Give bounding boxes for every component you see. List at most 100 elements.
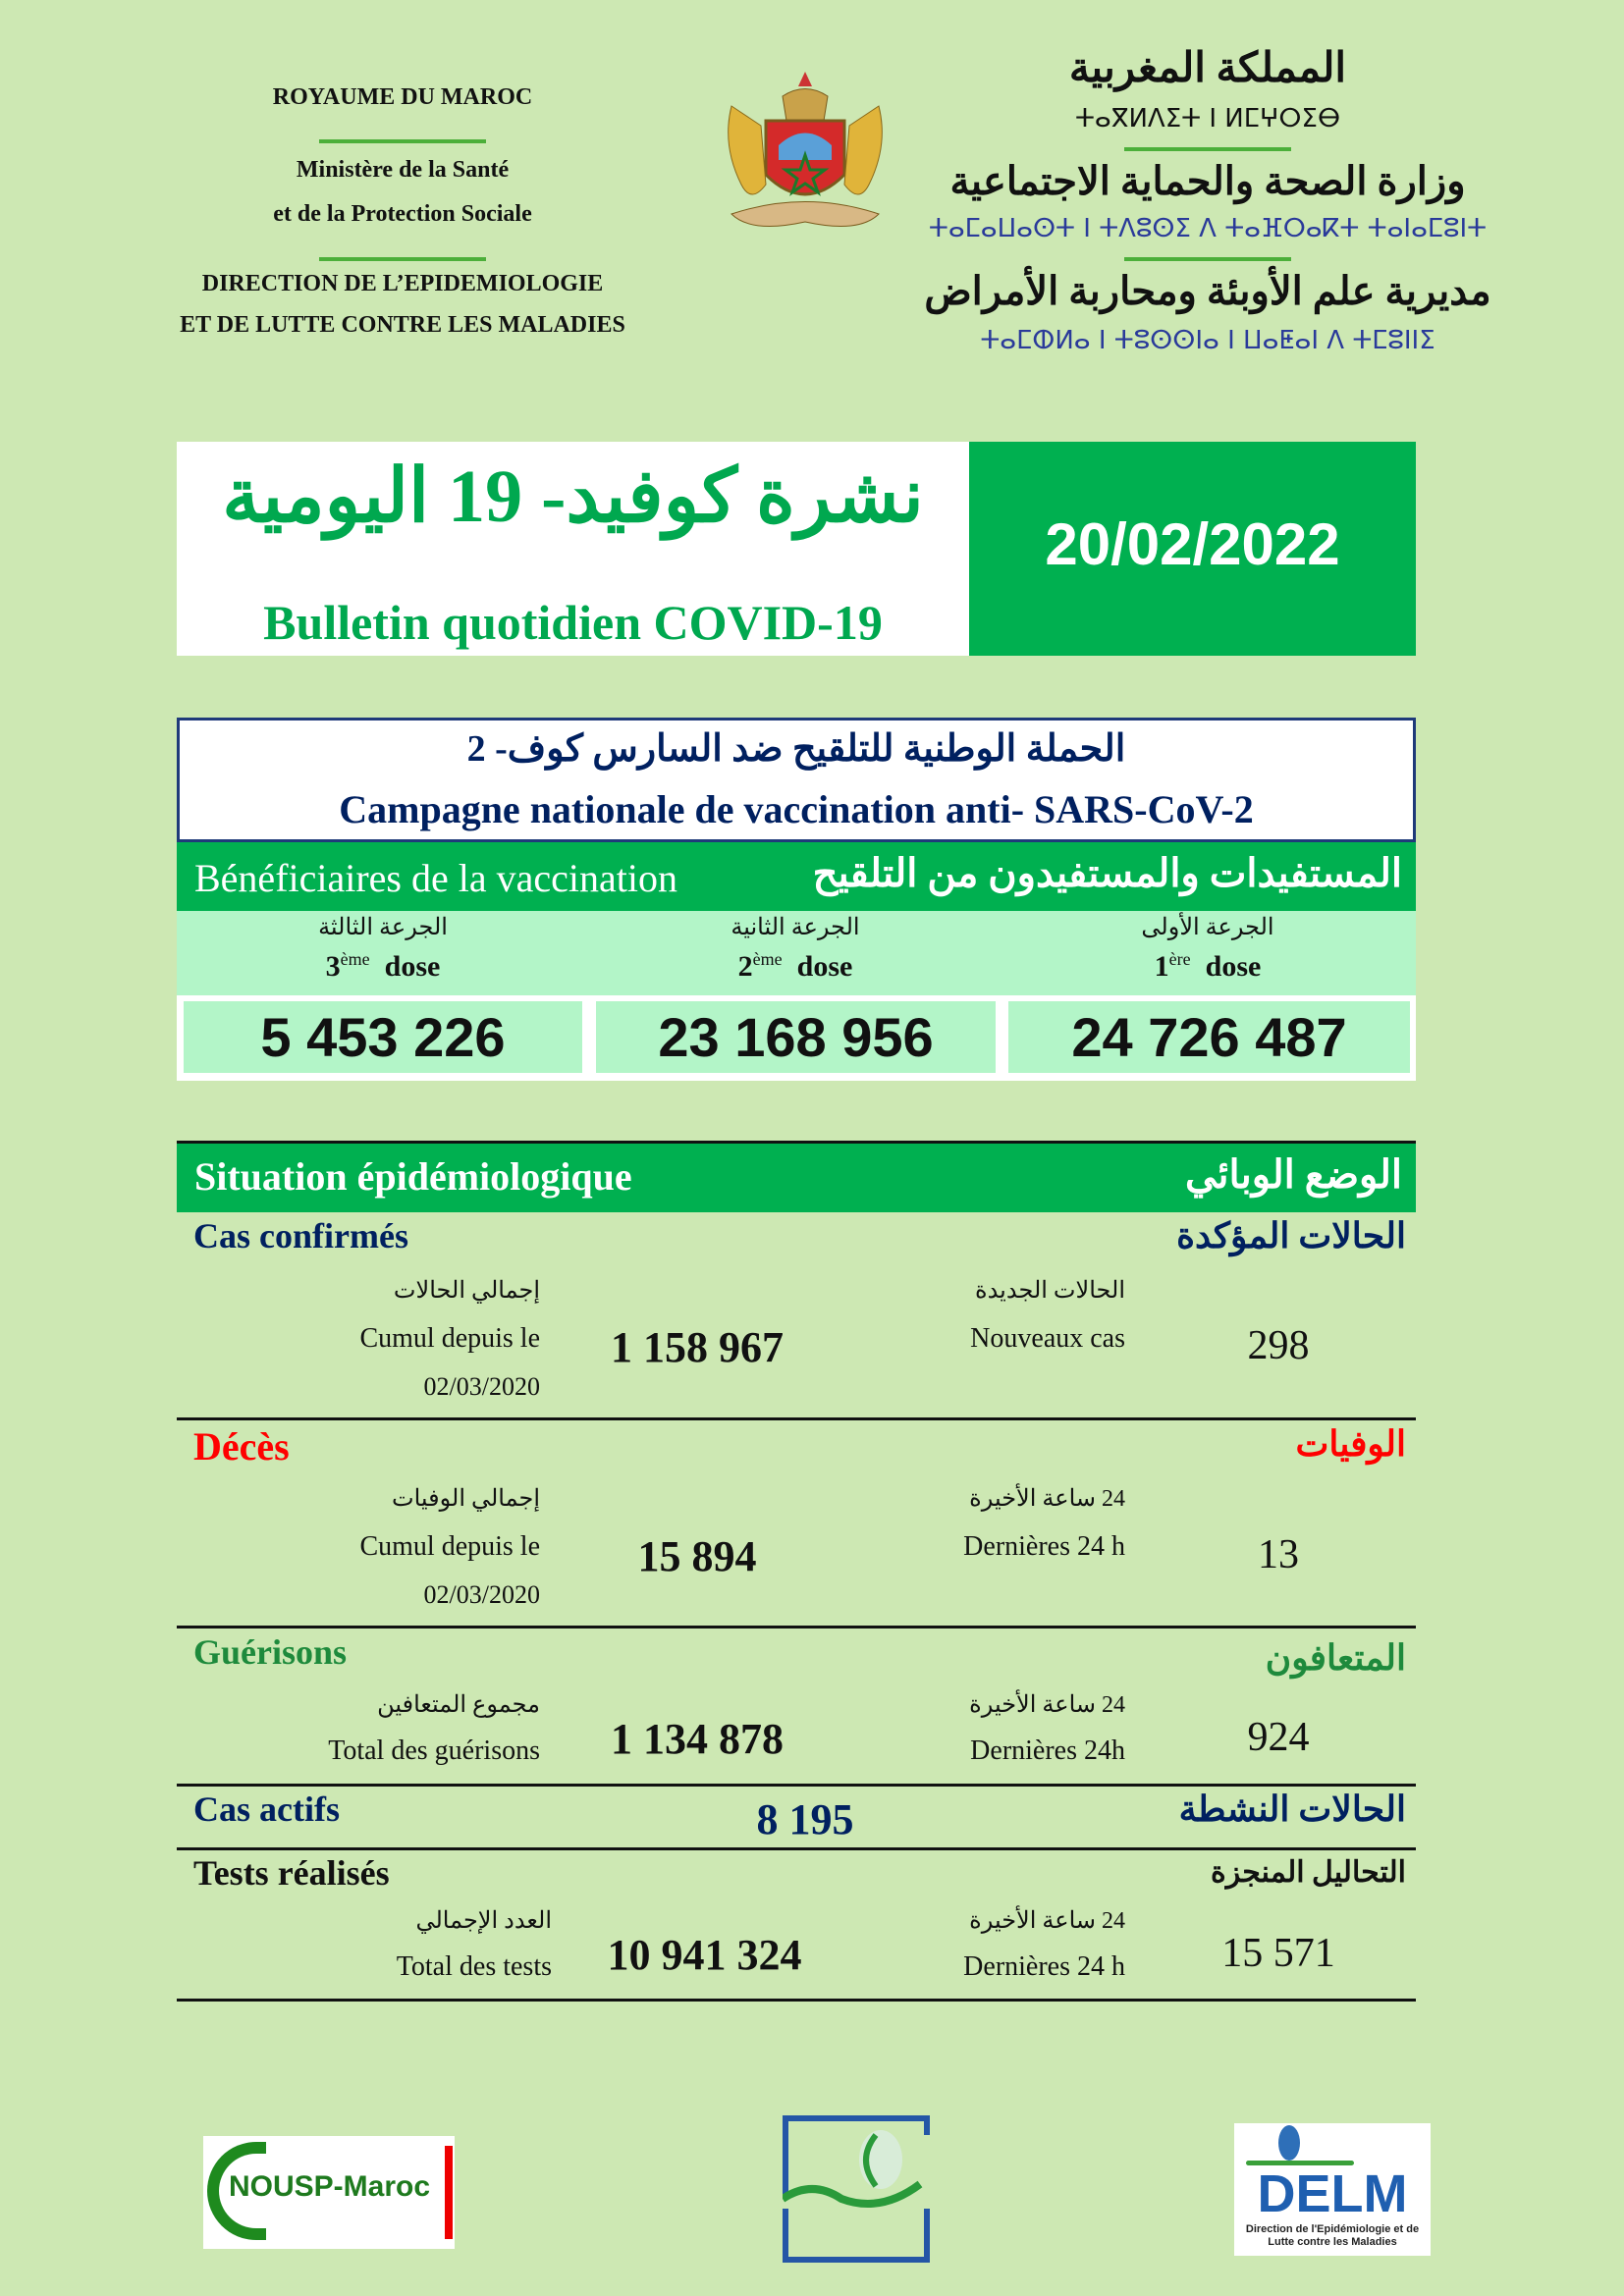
dose-2-fr: 2ème dose [589,949,1001,984]
recovered-total-ar: مجموع المتعافين [377,1692,540,1718]
deaths-total-label: Cumul depuis le [359,1531,540,1562]
confirmed-total-value: 1 158 967 [611,1323,784,1371]
dose-word: dose [1205,950,1262,983]
divider [177,1847,1416,1850]
confirmed-title-ar: الحالات المؤكدة [1176,1216,1406,1255]
dose-1-ar: الجرعة الأولى [1141,915,1274,940]
active-value: 8 195 [756,1795,854,1843]
dose-3-fr: 3ème dose [177,949,589,984]
dose-word: dose [384,950,441,983]
ministry-label-ar: وزارة الصحة والحماية الاجتماعية [949,159,1466,203]
ministry-label: Ministère de la Santé [296,157,510,183]
dose-3-label: الجرعة الثالثة 3ème dose [177,913,589,984]
kingdom-label-ar: المملكة المغربية [1068,46,1347,91]
confirmed-total-label: Cumul depuis le [359,1323,540,1354]
tests-title-ar: التحاليل المنجزة [1211,1856,1406,1889]
recovered-new-value: 924 [1247,1715,1310,1760]
nousp-logo-text: NOUSP-Maroc [229,2170,431,2203]
dose-2-ar: الجرعة الثانية [731,915,860,940]
confirmed-total-date: 02/03/2020 [423,1372,540,1401]
tests-new-label: Dernières 24 h [963,1951,1125,1982]
recovered-total-label: Total des guérisons [328,1735,540,1766]
recovered-new-ar: 24 ساعة الأخيرة [969,1692,1125,1718]
dose-suffix: ème [752,949,783,969]
campaign-fr: Campagne nationale de vaccination anti- … [339,787,1254,831]
confirmed-new-ar: الحالات الجديدة [975,1278,1125,1304]
confirmed-total-ar: إجمالي الحالات [393,1278,540,1304]
tests-total-label: Total des tests [396,1951,552,1982]
dose-1-value: 24 726 487 [1008,1001,1410,1073]
divider [177,1999,1416,2002]
bulletin-date: 20/02/2022 [969,442,1416,656]
ministry-label-2: et de la Protection Sociale [273,201,532,227]
dose-suffix: ère [1168,949,1191,969]
dose-word: dose [796,950,853,983]
tests-new-value: 15 571 [1221,1931,1335,1976]
divider [177,1417,1416,1420]
dose-number: 2 [737,950,753,983]
confirmed-new-value: 298 [1247,1323,1310,1368]
situation-ar: الوضع الوبائي [1185,1152,1402,1197]
recovered-new-label: Dernières 24h [970,1735,1125,1766]
delm-logo-text: DELM [1257,2164,1408,2223]
separator [1124,257,1291,261]
dose-number: 3 [325,950,341,983]
dose-number: 1 [1154,950,1169,983]
direction-label-tifinagh: ⵜⴰⵎⵀⵍⴰ ⵏ ⵜⵓⵙⵙⵏⴰ ⵏ ⵡⴰⵟⴰⵏ ⴷ ⵜⵎⵓⵏⵏⵉ [980,326,1435,355]
separator [319,139,486,143]
title-fr: Bulletin quotidien COVID-19 [263,595,883,650]
beneficiaries-header: Bénéficiaires de la vaccination المستفيد… [177,842,1416,911]
campaign-box: الحملة الوطنية للتلقيح ضد السارس كوف- 2 … [177,718,1416,842]
deaths-total-date: 02/03/2020 [423,1580,540,1609]
delm-swoosh [1246,2161,1354,2165]
dose-3-value: 5 453 226 [184,1001,582,1073]
nousp-logo: NOUSP-Maroc [203,2136,455,2249]
delm-figure-icon [1278,2125,1300,2161]
divider [177,1784,1416,1787]
confirmed-title-fr: Cas confirmés [193,1216,408,1255]
delm-logo: DELM Direction de l'Epidémiologie et de … [1234,2123,1431,2256]
delm-logo-subtitle: Direction de l'Epidémiologie et de Lutte… [1245,2223,1420,2248]
divider [177,1141,1416,1144]
kingdom-label-tifinagh: ⵜⴰⴳⵍⴷⵉⵜ ⵏ ⵍⵎⵖⵔⵉⴱ [1074,104,1341,133]
title-box: نشرة كوفيد- 19 اليومية Bulletin quotidie… [177,442,969,656]
situation-header: Situation épidémiologique الوضع الوبائي [177,1144,1416,1212]
direction-label: DIRECTION DE L’EPIDEMIOLOGIE [201,271,604,296]
title-ar: نشرة كوفيد- 19 اليومية [222,455,924,538]
tests-new-ar: 24 ساعة الأخيرة [969,1908,1125,1934]
deaths-total-ar: إجمالي الوفيات [391,1486,540,1512]
situation-fr: Situation épidémiologique [194,1154,632,1199]
separator [1124,147,1291,151]
deaths-title-ar: الوفيات [1295,1424,1407,1464]
tests-title-fr: Tests réalisés [193,1853,390,1893]
ministry-label-tifinagh: ⵜⴰⵎⴰⵡⴰⵙⵜ ⵏ ⵜⴷⵓⵙⵉ ⴷ ⵜⴰⴼⵔⴰⴽⵜ ⵜⴰⵏⴰⵎⵓⵏⵜ [928,214,1488,243]
ministry-logo [783,2115,930,2263]
beneficiaries-fr: Bénéficiaires de la vaccination [194,856,677,900]
nousp-red-bar [445,2146,453,2239]
direction-label-ar: مديرية علم الأوبئة ومحاربة الأمراض [924,269,1491,313]
campaign-ar: الحملة الوطنية للتلقيح ضد السارس كوف- 2 [466,728,1126,770]
confirmed-new-label: Nouveaux cas [970,1323,1125,1354]
tests-total-ar: العدد الإجمالي [415,1908,552,1934]
deaths-new-value: 13 [1258,1532,1299,1577]
dose-2-value: 23 168 956 [596,1001,996,1073]
kingdom-label: ROYAUME DU MAROC [272,84,533,110]
active-title-fr: Cas actifs [193,1789,340,1829]
recovered-title-ar: المتعافون [1265,1638,1406,1678]
dose-1-label: الجرعة الأولى 1ère dose [1001,913,1414,984]
deaths-new-label: Dernières 24 h [963,1531,1125,1562]
dose-1-fr: 1ère dose [1001,949,1414,984]
deaths-title-fr: Décès [193,1424,290,1468]
recovered-total-value: 1 134 878 [611,1715,784,1763]
deaths-new-ar: 24 ساعة الأخيرة [969,1486,1125,1512]
dose-2-label: الجرعة الثانية 2ème dose [589,913,1001,984]
active-title-ar: الحالات النشطة [1178,1789,1406,1829]
dose-3-ar: الجرعة الثالثة [318,915,448,940]
beneficiaries-ar: المستفيدات والمستفيدون من التلقيح [812,851,1402,895]
separator [319,257,486,261]
tests-total-value: 10 941 324 [607,1931,802,1979]
deaths-total-value: 15 894 [637,1532,757,1580]
dose-labels-band [177,911,1416,995]
divider [177,1626,1416,1629]
royal-emblem-icon [728,72,883,227]
